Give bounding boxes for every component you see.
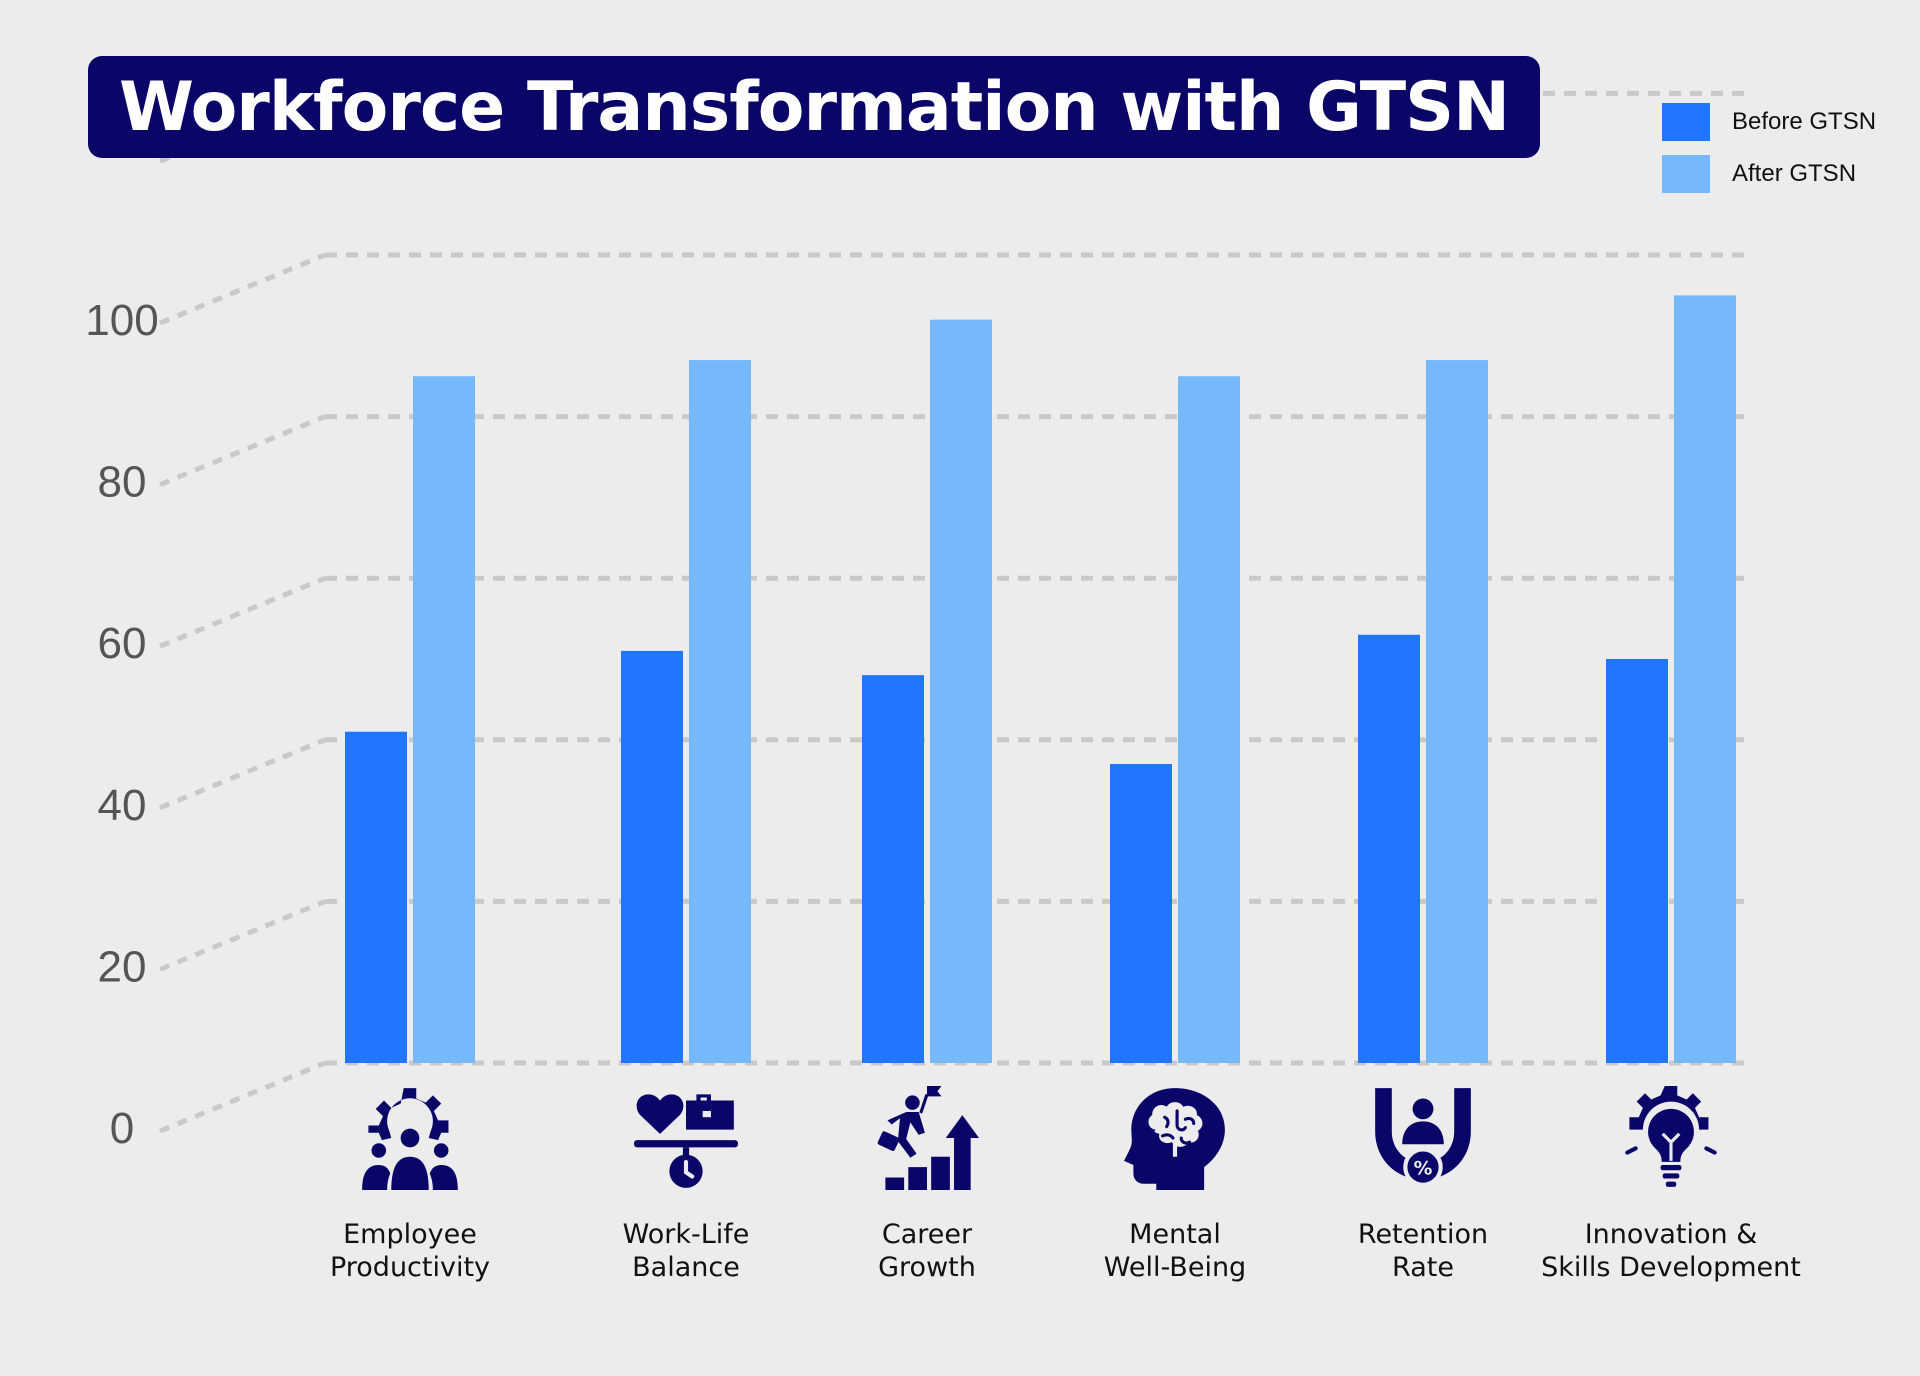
retention-magnet-person-icon: [1375, 1088, 1471, 1185]
chart-title: Workforce Transformation with GTSN: [118, 67, 1510, 147]
legend-item-after: After GTSN: [1662, 148, 1876, 200]
y-tick-label: 60: [98, 619, 147, 668]
category-label: Employee Productivity: [250, 1218, 570, 1284]
category-label-line: Rate: [1392, 1252, 1454, 1283]
productivity-gear-people-icon: [362, 1088, 458, 1190]
bar-before-3: [1110, 764, 1172, 1063]
bar-before-5: [1606, 659, 1668, 1063]
y-tick-label: 20: [98, 942, 147, 991]
bar-after-4: [1426, 360, 1488, 1063]
bar-before-2: [862, 675, 924, 1063]
legend-label-after: After GTSN: [1732, 160, 1857, 187]
bar-after-5: [1674, 295, 1736, 1063]
category-label-line: Skills Development: [1541, 1252, 1801, 1283]
category-label-line: Innovation &: [1584, 1219, 1758, 1250]
innovation-gear-lightbulb-icon: [1627, 1086, 1714, 1187]
bar-before-4: [1358, 634, 1420, 1063]
bar-after-0: [413, 376, 475, 1063]
category-label-line: Employee: [343, 1219, 477, 1250]
legend-label-before: Before GTSN: [1732, 108, 1877, 135]
title-banner: Workforce Transformation with GTSN: [88, 56, 1540, 158]
category-label-line: Well-Being: [1103, 1252, 1247, 1283]
category-label-line: Productivity: [329, 1252, 491, 1283]
career-growth-climb-icon: [875, 1086, 979, 1190]
y-tick-label: 100: [85, 296, 158, 345]
bar-after-3: [1178, 376, 1240, 1063]
y-tick-label: 0: [110, 1104, 134, 1153]
category-label: Mental Well-Being: [1015, 1218, 1335, 1284]
category-label: Innovation & Skills Development: [1511, 1218, 1831, 1284]
gridline: [159, 252, 1745, 326]
gridline: [159, 575, 1745, 649]
category-label: Retention Rate: [1263, 1218, 1583, 1284]
legend-swatch-before: [1662, 103, 1710, 141]
gridline: [159, 1060, 1745, 1134]
y-tick-label: 40: [98, 781, 147, 830]
category-label-line: Work-Life: [622, 1219, 750, 1250]
bar-before-0: [345, 731, 407, 1063]
legend: Before GTSN After GTSN: [1662, 96, 1876, 200]
category-label-line: Growth: [878, 1252, 976, 1283]
category-label: Work-Life Balance: [526, 1218, 846, 1284]
legend-swatch-after: [1662, 155, 1710, 193]
category-label-line: Retention: [1357, 1219, 1489, 1250]
bar-before-1: [621, 650, 683, 1063]
heart-briefcase-balance-icon: [634, 1094, 738, 1188]
bar-after-2: [930, 319, 992, 1063]
gridline: [159, 737, 1745, 811]
category-label: Career Growth: [767, 1218, 1087, 1284]
category-label-line: Mental: [1129, 1219, 1221, 1250]
category-label-line: Balance: [632, 1252, 740, 1283]
legend-item-before: Before GTSN: [1662, 96, 1876, 148]
brain-head-icon: [1124, 1088, 1225, 1190]
y-tick-label: 80: [98, 458, 147, 507]
gridline: [159, 414, 1745, 487]
category-label-line: Career: [881, 1219, 973, 1250]
gridline: [159, 898, 1745, 972]
bar-after-1: [689, 360, 751, 1063]
